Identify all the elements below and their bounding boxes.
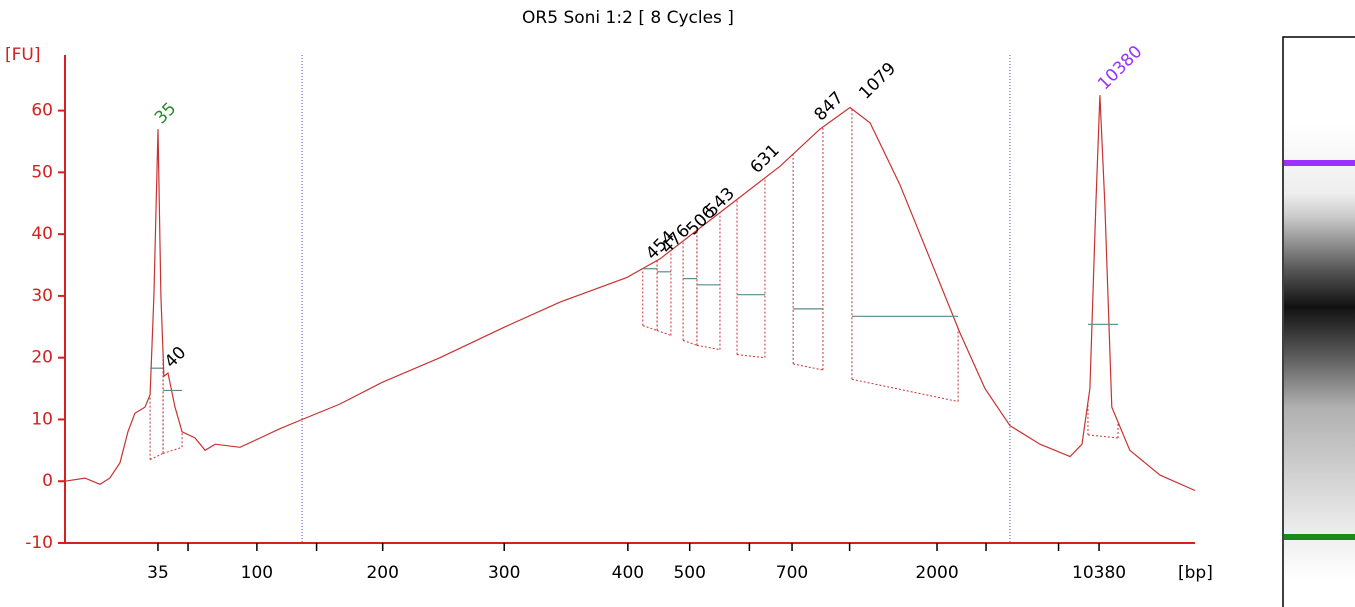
peak-baseline [1087,434,1119,439]
y-tick-label: 0 [42,471,53,491]
gel-lane [1282,36,1355,607]
peak-label: 631 [747,141,784,178]
peak-baseline [149,452,164,461]
x-tick-label: 10380 [1072,563,1126,583]
x-tick-label: 100 [241,563,273,583]
y-tick-label: 10 [31,409,53,429]
y-tick-label: 40 [31,224,53,244]
peak-baseline [696,344,721,351]
peak-baseline [736,354,766,359]
peak-baseline [793,363,824,371]
peak-baseline [162,446,183,454]
x-tick-label: 35 [147,563,169,583]
x-axis-label: [bp] [1178,563,1213,583]
peak-baseline [642,325,658,331]
y-tick-label: 60 [31,101,53,121]
y-axis-label: [FU] [5,45,41,65]
x-tick-label: 200 [366,563,398,583]
x-tick-label: 500 [673,563,705,583]
peak-label: 10380 [1094,42,1146,94]
peak-baseline [682,339,698,346]
x-tick-label: 400 [612,563,644,583]
y-tick-label: 30 [31,286,53,306]
peak-label: 847 [811,88,848,125]
x-tick-label: 2000 [915,563,958,583]
y-tick-label: 50 [31,162,53,182]
peak-label: 40 [161,343,190,372]
peak-baseline [851,378,959,403]
chart-title: OR5 Soni 1:2 [ 8 Cycles ] [522,8,734,28]
trace [64,95,1196,492]
y-tick-label: -10 [25,533,53,553]
y-tick-label: 20 [31,348,53,368]
peak-label: 1079 [855,59,900,104]
x-tick-label: 700 [776,563,808,583]
peak-baseline [656,330,672,336]
peak-label: 35 [151,99,180,128]
x-tick-label: 300 [488,563,520,583]
